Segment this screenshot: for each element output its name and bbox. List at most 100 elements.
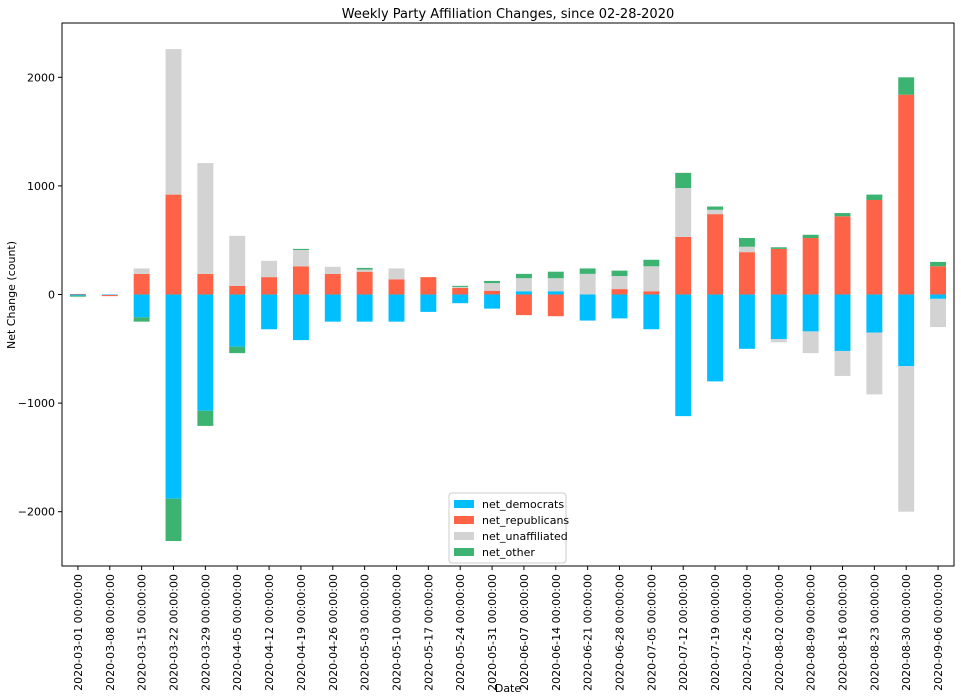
x-tick-label: 2020-03-22 00:00:00 [168,574,181,691]
bar-net_democrats-16 [579,294,596,321]
bar-net_democrats-7 [292,294,309,341]
bar-net_unaffiliated-14 [515,278,532,292]
x-tick-label: 2020-07-26 00:00:00 [741,574,754,691]
bar-net_democrats-3 [165,294,182,499]
bar-net_other-17 [611,270,628,277]
bar-net_democrats-4 [197,294,214,411]
x-tick-label: 2020-07-12 00:00:00 [677,574,690,691]
chart-title: Weekly Party Affiliation Changes, since … [342,7,675,22]
bar-net_other-20 [707,206,724,210]
bar-net_unaffiliated-4 [197,163,214,274]
bar-net_republicans-13 [484,290,501,295]
bar-net_other-9 [356,267,373,270]
bar-net_democrats-25 [866,294,883,333]
bar-net_other-12 [452,285,469,287]
bar-net_democrats-11 [420,294,437,312]
bar-net_unaffiliated-10 [388,268,405,280]
bar-net_republicans-5 [229,285,246,295]
bar-net_other-19 [675,172,692,189]
x-tick-label: 2020-07-05 00:00:00 [645,574,658,691]
bar-net_republicans-6 [261,277,278,295]
y-tick-label: 0 [48,289,55,302]
bar-net_unaffiliated-25 [866,332,883,395]
bar-net_republicans-2 [133,273,150,295]
x-tick-label: 2020-04-19 00:00:00 [295,574,308,691]
legend: net_democrats net_republicans net_unaffili… [448,492,569,564]
bar-net_republicans-18 [643,291,660,295]
bar-net_democrats-8 [324,294,341,322]
legend-label-net_unaffiliated: net_unaffiliated [482,530,568,543]
bar-net_other-15 [547,271,564,279]
bar-net_democrats-6 [261,294,278,330]
x-tick-label: 2020-05-24 00:00:00 [454,574,467,691]
y-tick-label: −1000 [18,397,55,410]
bar-net_democrats-0 [69,294,86,296]
y-axis-label: Net Change (count) [5,241,18,349]
bar-net_republicans-20 [707,214,724,295]
bar-net_unaffiliated-22 [770,339,787,343]
bar-net_other-7 [292,248,309,250]
x-tick-label: 2020-06-07 00:00:00 [518,574,531,691]
legend-swatch-net_unaffiliated [454,532,474,540]
x-tick-label: 2020-08-23 00:00:00 [868,574,881,691]
bar-net_other-23 [802,234,819,239]
bar-net_other-21 [738,238,755,247]
x-tick-label: 2020-04-12 00:00:00 [263,574,276,691]
bars-layer [69,49,947,542]
bar-net_democrats-10 [388,294,405,322]
x-tick-label: 2020-08-02 00:00:00 [773,574,786,691]
bar-net_republicans-22 [770,248,787,295]
bar-net_democrats-5 [229,294,246,347]
bar-net_unaffiliated-8 [324,266,341,274]
bar-net_other-18 [643,259,660,267]
y-tick-label: 2000 [27,71,55,84]
legend-label-net_republicans: net_republicans [482,514,569,527]
x-tick-label: 2020-07-19 00:00:00 [709,574,722,691]
bar-net_other-25 [866,194,883,201]
bar-net_unaffiliated-6 [261,260,278,278]
bar-net_republicans-15 [547,294,564,317]
bar-net_republicans-17 [611,289,628,295]
bar-net_democrats-12 [452,294,469,304]
bar-net_democrats-17 [611,294,628,319]
bar-net_republicans-23 [802,238,819,295]
bar-net_other-2 [133,317,150,322]
plot-frame [61,22,955,567]
x-tick-label: 2020-09-06 00:00:00 [932,574,945,691]
bar-net_democrats-24 [834,294,851,351]
bar-net_republicans-21 [738,252,755,295]
bar-net_unaffiliated-17 [611,276,628,290]
bar-net_republicans-19 [675,236,692,295]
bar-net_other-0 [69,295,86,297]
bar-net_republicans-27 [930,266,947,295]
bar-net_unaffiliated-27 [930,298,947,328]
bar-net_democrats-14 [515,291,532,295]
bar-net_republicans-7 [292,266,309,295]
legend-swatch-net_other [454,548,474,556]
bar-net_democrats-26 [898,294,915,367]
x-tick-label: 2020-06-28 00:00:00 [614,574,627,691]
bar-net_republicans-1 [101,295,118,297]
bar-net_democrats-22 [770,294,787,340]
bar-net_republicans-0 [69,293,86,295]
x-tick-label: 2020-03-29 00:00:00 [199,574,212,691]
bar-net_unaffiliated-20 [707,209,724,215]
x-tick-label: 2020-03-15 00:00:00 [136,574,149,691]
bar-net_republicans-11 [420,277,437,295]
y-tick-label: 1000 [27,180,55,193]
bar-net_democrats-1 [101,294,118,296]
bar-net_unaffiliated-2 [133,268,150,274]
x-tick-label: 2020-08-30 00:00:00 [900,574,913,691]
bar-net_other-24 [834,213,851,217]
x-tick-label: 2020-03-08 00:00:00 [104,574,117,691]
bar-net_other-26 [898,77,915,95]
bar-net_unaffiliated-3 [165,49,182,195]
bar-net_other-14 [515,273,532,279]
x-axis-label: Date [495,682,522,695]
bar-net_republicans-3 [165,194,182,295]
x-tick-label: 2020-05-31 00:00:00 [486,574,499,691]
y-tick-label: −2000 [18,506,55,519]
x-tick-label: 2020-05-17 00:00:00 [422,574,435,691]
bar-net_unaffiliated-21 [738,246,755,253]
